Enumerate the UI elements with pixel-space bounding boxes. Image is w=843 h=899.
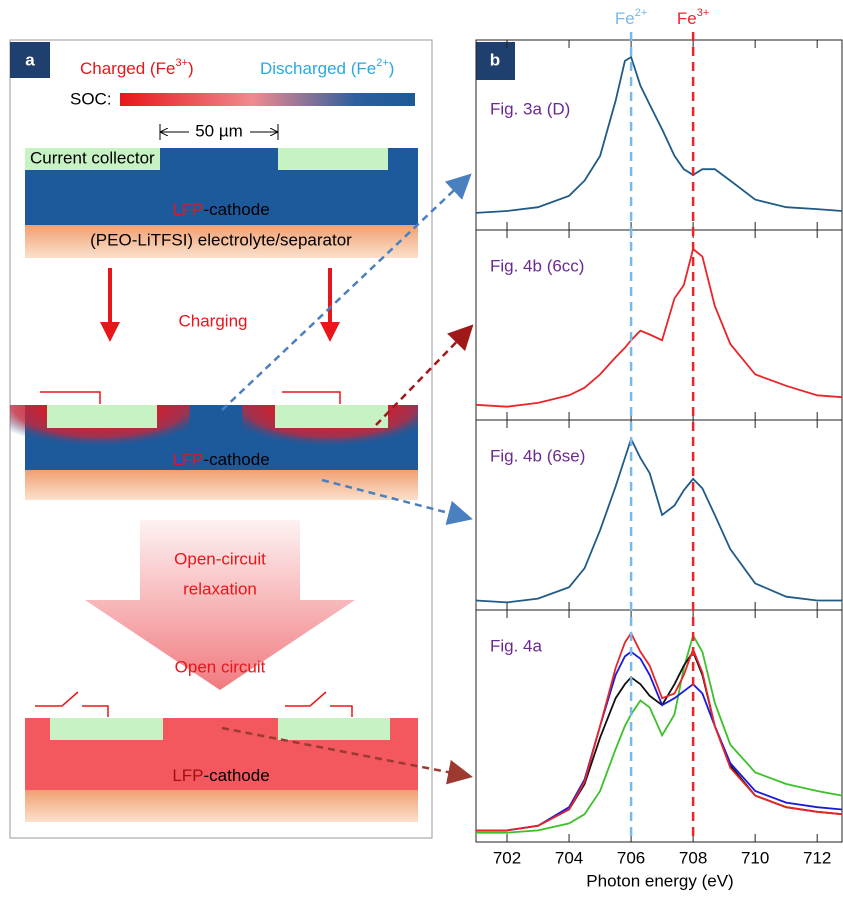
legend-discharged: Discharged (Fe2+) <box>260 57 394 79</box>
sup: 2+ <box>376 57 389 69</box>
electrolyte-label: (PEO-LiTFSI) electrolyte/separator <box>90 230 352 249</box>
electrolyte <box>25 470 418 500</box>
sup: 3+ <box>697 7 710 19</box>
panel-title: Fig. 4a <box>490 636 543 655</box>
plot-frame <box>476 40 842 230</box>
panel-title: Fig. 3a (D) <box>490 99 570 118</box>
sup: 2+ <box>635 7 648 19</box>
relaxation-label: Open-circuit <box>174 549 266 568</box>
reference-label: Fe3+ <box>677 7 709 29</box>
spectrum-line <box>476 633 842 830</box>
open-circuit-label: Open circuit <box>175 657 266 676</box>
collector <box>47 405 157 428</box>
text: -cathode <box>204 766 270 785</box>
x-tick-label: 704 <box>555 848 583 867</box>
text: LFP <box>172 200 203 219</box>
text: Fe <box>615 9 635 28</box>
x-tick-label: 708 <box>679 848 707 867</box>
panel-title: Fig. 4b (6se) <box>490 446 585 465</box>
spectrum-line <box>476 57 842 213</box>
text: ) <box>389 59 395 78</box>
collector <box>278 718 390 740</box>
panel-title: Fig. 4b (6cc) <box>490 256 584 275</box>
text: Discharged (Fe <box>260 59 376 78</box>
cathode-label: LFP-cathode <box>172 766 269 785</box>
charging-label: Charging <box>179 311 248 330</box>
panel-label: b <box>490 50 500 69</box>
text: -cathode <box>204 450 270 469</box>
text: LFP <box>172 766 203 785</box>
soc-bar <box>120 93 415 106</box>
collector-label: Current collector <box>30 148 155 167</box>
text: Charged (Fe <box>80 59 175 78</box>
x-tick-label: 710 <box>741 848 769 867</box>
collector <box>50 718 163 740</box>
relaxation-label: relaxation <box>183 579 257 598</box>
x-tick-label: 712 <box>803 848 831 867</box>
x-tick-label: 702 <box>493 848 521 867</box>
panel-a: a Charged (Fe3+) Discharged (Fe2+) SOC: … <box>10 40 432 838</box>
panel-b: b <box>476 42 515 80</box>
collector <box>275 405 388 428</box>
reference-label: Fe2+ <box>615 7 647 29</box>
text: ) <box>188 59 194 78</box>
spectrum-line <box>476 652 842 831</box>
figure: a Charged (Fe3+) Discharged (Fe2+) SOC: … <box>0 0 843 894</box>
cathode-label: LFP-cathode <box>172 200 269 219</box>
text: LFP <box>172 450 203 469</box>
sup: 3+ <box>175 57 188 69</box>
panel-label: a <box>25 50 35 69</box>
text: Fe <box>677 9 697 28</box>
cathode-label: LFP-cathode <box>172 450 269 469</box>
scale-label: 50 µm <box>195 121 243 140</box>
soc-label: SOC: <box>70 89 112 108</box>
collector <box>278 148 388 170</box>
x-tick-label: 706 <box>617 848 645 867</box>
electrolyte <box>25 790 418 822</box>
x-axis-title: Photon energy (eV) <box>586 871 733 890</box>
text: -cathode <box>204 200 270 219</box>
